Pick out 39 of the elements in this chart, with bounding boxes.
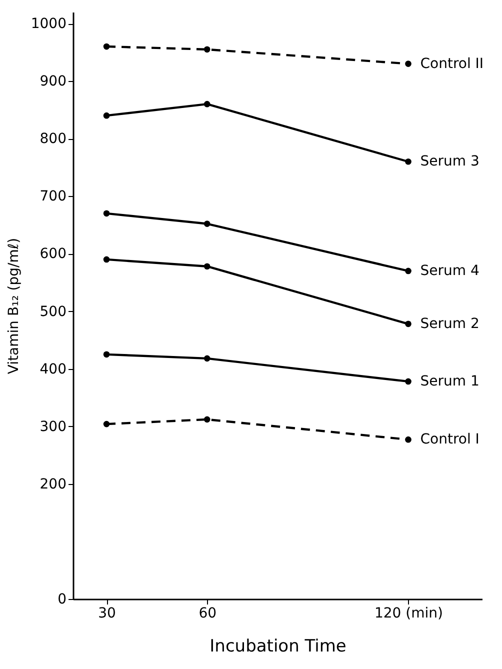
y-tick-label: 1000	[30, 16, 66, 32]
series-label: Serum 2	[420, 316, 480, 332]
y-tick-label: 0	[58, 592, 66, 608]
y-tick-label: 300	[40, 418, 66, 435]
x-axis-title: Incubation Time	[210, 636, 346, 656]
point	[103, 210, 110, 217]
point	[405, 268, 412, 274]
y-tick-label: 400	[40, 361, 66, 378]
point	[103, 420, 110, 428]
point	[103, 112, 110, 119]
y-tick-label: 700	[40, 188, 66, 205]
series-label: Serum 3	[420, 154, 480, 170]
point	[103, 256, 110, 263]
point	[103, 43, 110, 50]
point	[405, 60, 412, 67]
x-tick-label: 30	[98, 606, 116, 622]
x-tick-label: 120 (min)	[374, 606, 443, 622]
y-tick-label: 500	[40, 304, 66, 320]
y-tick-label: 800	[40, 131, 66, 148]
point	[204, 416, 210, 423]
series-label: Control I	[420, 432, 480, 448]
point	[405, 378, 412, 385]
x-tick-label: 60	[198, 606, 217, 622]
y-axis-title: Vitamin B₁₂ (pg/mℓ)	[6, 238, 22, 374]
series-label: Control II	[420, 56, 484, 72]
y-tick-label: 600	[40, 246, 66, 262]
point	[204, 46, 210, 53]
point	[204, 355, 210, 362]
point	[204, 100, 210, 108]
point	[103, 351, 110, 358]
point	[405, 320, 412, 328]
y-tick-label: 900	[40, 74, 66, 90]
point	[405, 436, 412, 443]
point	[405, 158, 412, 165]
series-label: Serum 1	[420, 373, 480, 390]
y-tick-label: 200	[40, 476, 66, 492]
series-label: Serum 4	[420, 262, 480, 279]
point	[204, 220, 210, 227]
point	[204, 263, 210, 270]
